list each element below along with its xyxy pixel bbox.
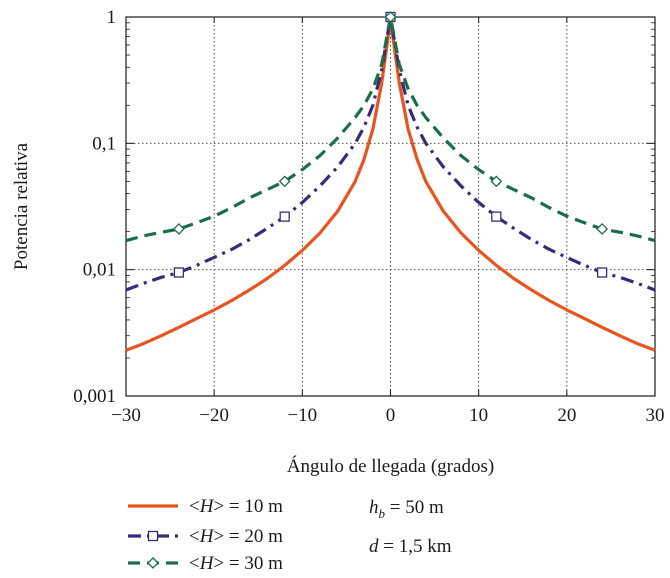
series-3-line bbox=[125, 15, 656, 243]
y-tick-label: 0,001 bbox=[73, 386, 116, 407]
x-tick-label: −20 bbox=[199, 405, 229, 426]
series-2-marker bbox=[596, 267, 608, 278]
series-3-marker bbox=[596, 223, 609, 235]
y-tick-label: 0,1 bbox=[92, 133, 116, 154]
series-3-marker bbox=[278, 175, 291, 188]
legend-marker bbox=[147, 557, 159, 569]
parameters-block: hb = 50 m d = 1,5 km bbox=[369, 497, 452, 557]
series-2-marker bbox=[279, 211, 290, 222]
legend-item: <H> = 30 m bbox=[128, 553, 283, 574]
series-3-marker bbox=[384, 11, 397, 23]
series-3-marker bbox=[490, 175, 503, 188]
x-tick-label: 10 bbox=[469, 405, 488, 426]
y-axis-title: Potencia relativa bbox=[11, 142, 32, 270]
legend-label: <H> = 10 m bbox=[189, 496, 283, 517]
legend-label: <H> = 30 m bbox=[189, 553, 283, 573]
parameter-label: hb = 50 m bbox=[369, 497, 444, 521]
series-2-marker bbox=[491, 211, 502, 222]
grid bbox=[126, 17, 655, 396]
y-tick-label: 1 bbox=[107, 7, 117, 28]
x-tick-label: 30 bbox=[646, 405, 665, 426]
parameter-label: d = 1,5 km bbox=[369, 536, 452, 557]
series-2-line bbox=[125, 15, 656, 292]
legend-label: <H> = 20 m bbox=[189, 526, 283, 547]
series-2-marker bbox=[173, 267, 185, 278]
x-axis-title: Ángulo de llegada (grados) bbox=[287, 455, 494, 477]
x-tick-label: 20 bbox=[557, 405, 576, 426]
x-tick-label: 0 bbox=[386, 405, 396, 426]
x-tick-label: −30 bbox=[111, 405, 141, 426]
x-tick-label: −10 bbox=[287, 405, 317, 426]
series-3-marker bbox=[172, 223, 185, 235]
legend-item: <H> = 10 m bbox=[128, 496, 283, 517]
y-tick-label: 0,01 bbox=[83, 260, 116, 281]
x-axis: −30 −20 −10 0 10 20 30 bbox=[111, 17, 665, 426]
series-3 bbox=[125, 11, 656, 243]
legend: <H> = 10 m <H> = 20 m <H> = 30 m bbox=[128, 496, 283, 574]
legend-marker bbox=[147, 530, 159, 542]
legend-item: <H> = 20 m bbox=[128, 526, 283, 547]
series-layer bbox=[125, 11, 656, 352]
y-axis: 0,001 0,01 0,1 1 bbox=[73, 7, 655, 407]
